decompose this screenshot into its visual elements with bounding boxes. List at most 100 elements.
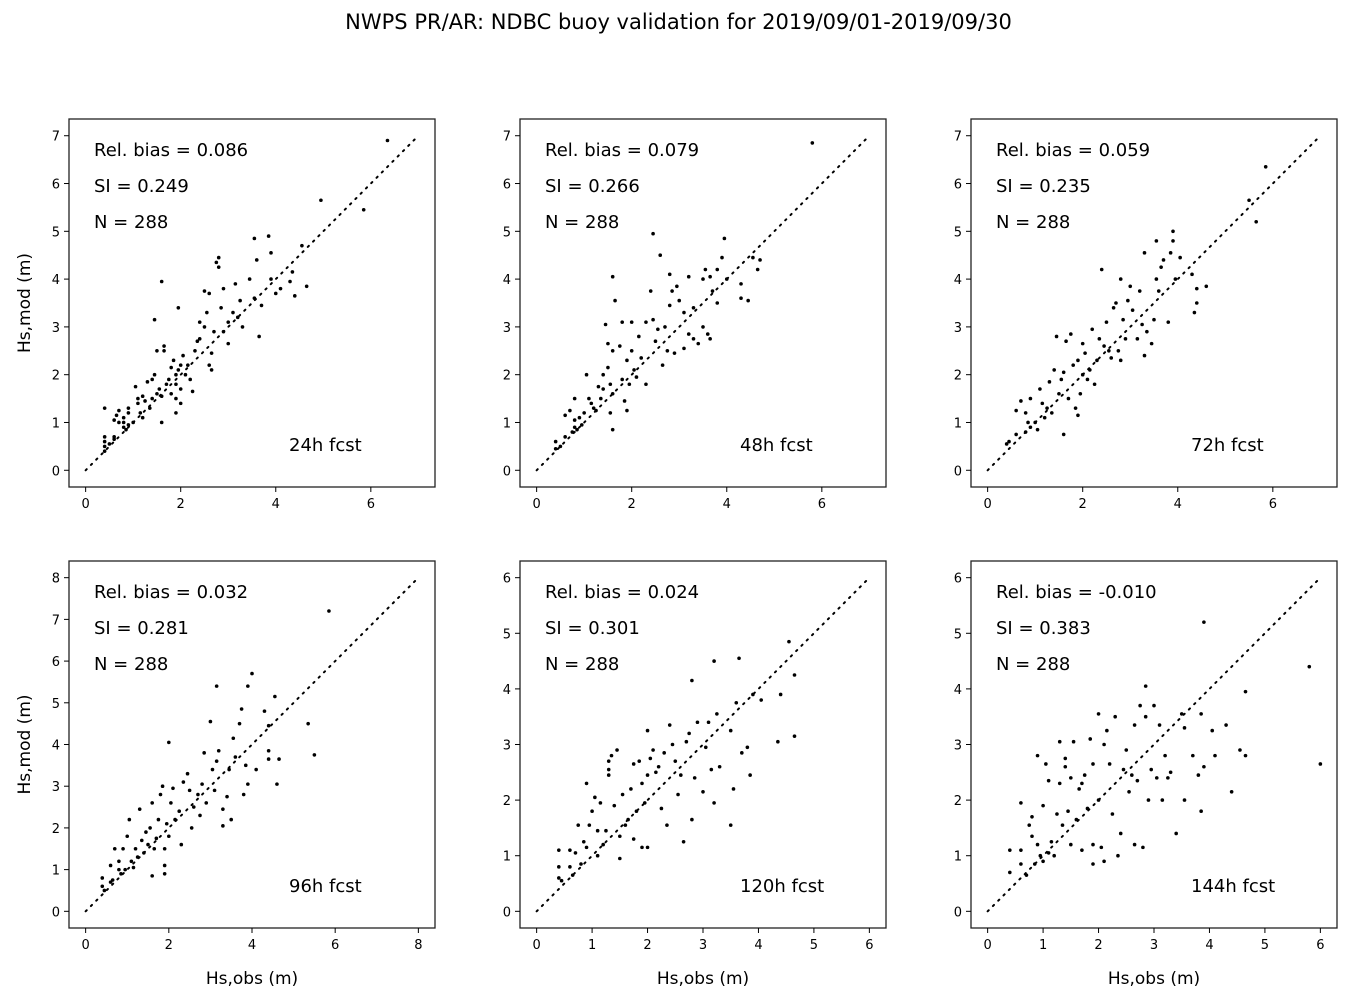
data-point bbox=[670, 742, 675, 747]
data-point bbox=[154, 836, 159, 841]
data-point bbox=[740, 751, 744, 755]
data-point bbox=[676, 792, 680, 797]
data-point bbox=[1024, 873, 1029, 877]
data-point bbox=[1028, 396, 1033, 401]
data-point bbox=[1142, 251, 1147, 255]
data-point bbox=[150, 801, 154, 805]
x-tick-label: 6 bbox=[1269, 497, 1277, 512]
data-point bbox=[601, 387, 605, 391]
data-point bbox=[176, 368, 181, 372]
data-point bbox=[1146, 798, 1151, 802]
data-point bbox=[197, 320, 202, 324]
panel-144h-fcst: 0 1 2 3 4 5 6 0 1 2 3 4 5 6 Rel. bias = -0.010 SI = 0.3… bbox=[954, 560, 1338, 989]
data-point bbox=[1105, 728, 1109, 733]
data-point bbox=[1130, 773, 1134, 777]
x-axis-label: Hs,obs (m) bbox=[657, 969, 749, 989]
data-point bbox=[1121, 317, 1125, 322]
data-point bbox=[124, 427, 128, 432]
data-point bbox=[102, 435, 107, 439]
data-point bbox=[758, 258, 762, 262]
stat-line: N = 288 bbox=[996, 212, 1070, 233]
data-point bbox=[1008, 870, 1012, 875]
data-point bbox=[125, 834, 130, 839]
data-point bbox=[792, 734, 797, 738]
data-point bbox=[1149, 767, 1154, 772]
forecast-label: 120h fcst bbox=[740, 876, 824, 897]
data-point bbox=[662, 751, 666, 755]
data-point bbox=[582, 411, 586, 415]
data-point bbox=[1088, 368, 1092, 372]
data-point bbox=[114, 413, 119, 418]
data-point bbox=[183, 372, 188, 377]
data-point bbox=[1140, 322, 1144, 327]
data-point bbox=[1191, 753, 1195, 758]
data-point bbox=[568, 848, 572, 852]
y-tick-label: 0 bbox=[954, 464, 962, 479]
data-point bbox=[1161, 258, 1166, 262]
data-point bbox=[1080, 341, 1085, 346]
data-point bbox=[1116, 853, 1120, 858]
data-point bbox=[1142, 353, 1147, 358]
data-point bbox=[1152, 703, 1156, 708]
data-point bbox=[686, 274, 691, 279]
data-point bbox=[226, 341, 231, 346]
data-point bbox=[604, 828, 608, 833]
data-point bbox=[202, 751, 206, 755]
data-point bbox=[1179, 712, 1184, 716]
data-point bbox=[1194, 286, 1199, 291]
data-point bbox=[1111, 305, 1116, 310]
data-point bbox=[107, 442, 112, 446]
data-point bbox=[169, 392, 173, 396]
data-point bbox=[1104, 320, 1109, 324]
data-point bbox=[591, 406, 596, 410]
x-tick-label: 1 bbox=[1039, 938, 1047, 953]
data-point bbox=[653, 339, 658, 344]
data-point bbox=[1160, 798, 1165, 802]
data-point bbox=[110, 878, 115, 882]
data-point bbox=[252, 236, 257, 241]
data-point bbox=[102, 449, 107, 453]
data-point bbox=[606, 341, 610, 346]
data-point bbox=[169, 365, 173, 370]
data-point bbox=[712, 659, 716, 663]
y-axis-label: Hs,mod (m) bbox=[15, 694, 35, 794]
data-point bbox=[751, 255, 755, 260]
data-point bbox=[162, 344, 166, 348]
data-point bbox=[660, 363, 665, 367]
data-point bbox=[181, 780, 186, 784]
data-point bbox=[1127, 789, 1131, 794]
data-point bbox=[787, 639, 791, 644]
y-tick-label: 3 bbox=[954, 739, 962, 754]
data-point bbox=[579, 862, 583, 866]
data-point bbox=[1059, 377, 1064, 382]
data-point bbox=[625, 408, 629, 413]
data-point bbox=[275, 782, 279, 786]
data-point bbox=[563, 435, 567, 439]
data-point bbox=[246, 684, 250, 688]
data-point bbox=[214, 759, 219, 763]
data-point bbox=[150, 396, 154, 401]
data-point bbox=[720, 255, 724, 260]
data-point bbox=[1091, 762, 1095, 766]
y-tick-label: 7 bbox=[503, 130, 511, 145]
data-point bbox=[212, 329, 216, 334]
data-point bbox=[792, 673, 797, 677]
data-point bbox=[593, 795, 597, 800]
x-tick-label: 2 bbox=[177, 497, 185, 512]
data-point bbox=[1076, 413, 1080, 418]
data-point bbox=[1166, 320, 1171, 324]
panel-72h-fcst: 0 2 4 6 0 1 2 3 4 5 6 7 Rel. bias = 0.059 SI = 0.235 N… bbox=[954, 118, 1338, 512]
data-point bbox=[568, 865, 572, 869]
data-point bbox=[672, 351, 677, 355]
data-point bbox=[231, 736, 236, 741]
data-point bbox=[1033, 420, 1037, 425]
y-tick-label: 5 bbox=[52, 225, 60, 240]
data-point bbox=[117, 859, 121, 864]
data-point bbox=[637, 334, 641, 339]
data-point bbox=[1132, 723, 1137, 727]
x-tick-label: 0 bbox=[532, 938, 540, 953]
data-point bbox=[1238, 748, 1242, 752]
data-point bbox=[677, 298, 682, 303]
data-point bbox=[221, 286, 226, 291]
data-point bbox=[1082, 773, 1087, 777]
